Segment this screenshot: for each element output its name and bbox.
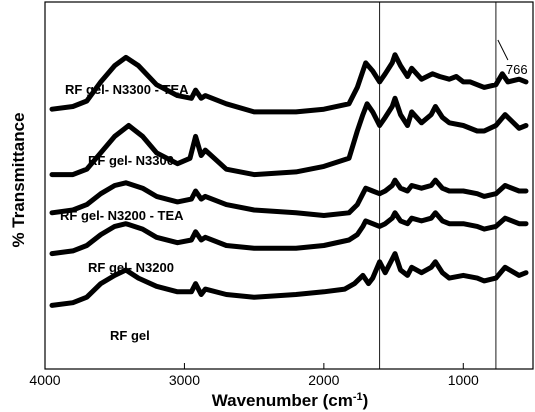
series-line-2 xyxy=(49,95,529,178)
x-tick-label: 2000 xyxy=(308,372,339,388)
series-label-5: RF gel xyxy=(110,328,150,343)
x-tick-label: 3000 xyxy=(169,372,200,388)
series-line-1 xyxy=(49,52,529,115)
annotation-766: 766 xyxy=(506,62,528,77)
x-axis-title: Wavenumber (cm-1) xyxy=(212,391,369,410)
series-labels: RF gel- N3300 - TEA RF gel- N3300 RF gel- … xyxy=(60,82,189,343)
series-line-3 xyxy=(49,177,529,218)
series-label-4: RF gel- N3200 xyxy=(88,260,174,275)
x-axis-ticks: 4000 3000 2000 1000 xyxy=(29,363,479,388)
series-label-3: RF gel- N3200 - TEA xyxy=(60,208,184,223)
plot-frame xyxy=(44,1,534,370)
series-label-1: RF gel- N3300 - TEA xyxy=(65,82,189,97)
series-line-5 xyxy=(49,251,529,308)
y-axis-title: % Transmittance xyxy=(9,112,28,247)
annotation-pointer xyxy=(497,39,509,61)
spectra xyxy=(49,52,529,308)
reference-lines xyxy=(379,2,497,369)
annotations: 766 xyxy=(497,39,528,77)
x-tick-label: 1000 xyxy=(448,372,479,388)
x-tick-label: 4000 xyxy=(29,372,60,388)
series-label-2: RF gel- N3300 xyxy=(88,153,174,168)
series-line-4 xyxy=(49,210,529,257)
